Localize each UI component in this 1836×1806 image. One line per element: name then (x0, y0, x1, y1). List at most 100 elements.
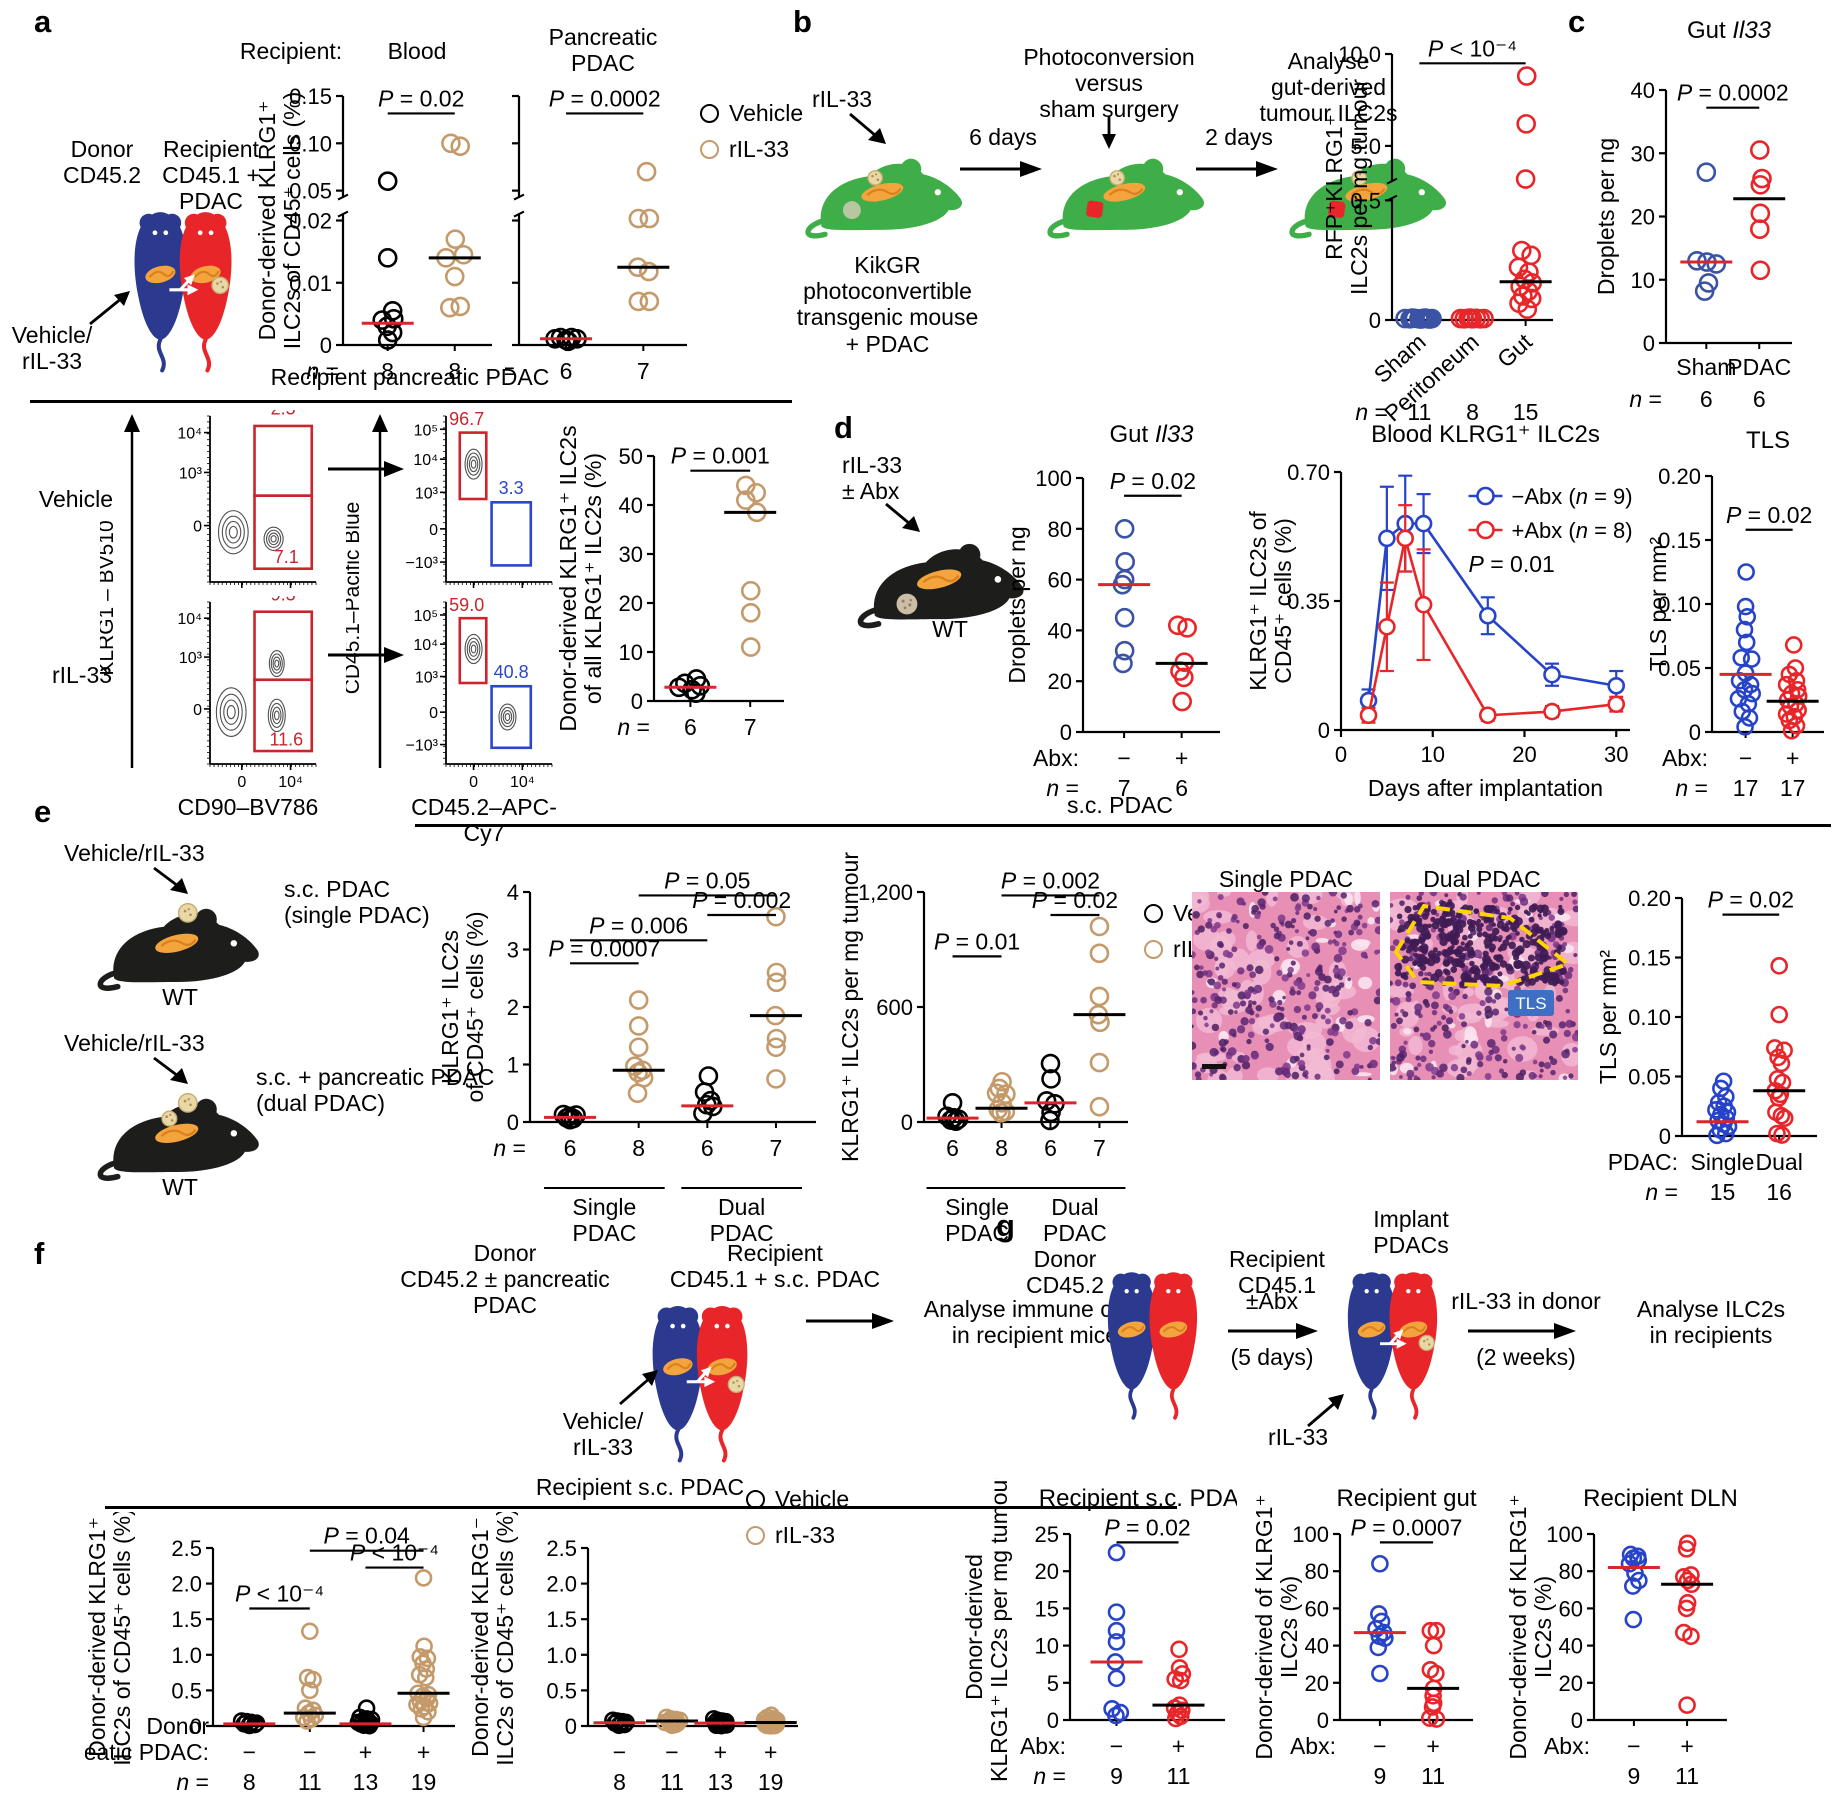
data-point (1717, 1124, 1735, 1143)
data-point (1620, 1554, 1639, 1573)
svg-text:+: + (714, 1739, 727, 1765)
data-point (1624, 1577, 1642, 1595)
scale-bar (1202, 1064, 1226, 1069)
svg-text:0: 0 (193, 702, 202, 719)
svg-text:30: 30 (619, 542, 643, 567)
svg-text:60: 60 (1305, 1596, 1329, 1621)
svg-text:0.20: 0.20 (1658, 464, 1701, 489)
data-point (416, 1668, 435, 1687)
svg-text:2.5: 2.5 (171, 1536, 202, 1561)
a-pdac-title: Pancreatic PDAC (548, 24, 658, 77)
svg-text:P < 10⁻⁴: P < 10⁻⁴ (1428, 35, 1517, 61)
svg-text:6: 6 (1753, 386, 1766, 412)
svg-text:Donor-derived KLRG1⁺: Donor-derived KLRG1⁺ (255, 101, 280, 341)
svg-text:16: 16 (1766, 1179, 1792, 1205)
data-point (1677, 1540, 1696, 1558)
svg-text:1.5: 1.5 (546, 1607, 577, 1632)
flow-ylab-left: KLRG1 – BV510 (100, 520, 118, 675)
a-bottom-rule (30, 400, 792, 403)
svg-text:P = 0.0007: P = 0.0007 (1351, 1514, 1463, 1540)
svg-text:11: 11 (660, 1769, 684, 1795)
chart-a-donor-derived: 0 10 20 30 40 50 Donor-derived KLRG1⁺ ILC2s of … (556, 412, 796, 757)
svg-text:KLRG1⁺ ILC2s: KLRG1⁺ ILC2s (438, 930, 463, 1084)
data-point (377, 330, 398, 350)
arrow-icon (849, 112, 886, 144)
svg-text:PDAC: PDAC (572, 1220, 636, 1246)
data-point (1508, 257, 1529, 278)
data-point (415, 1637, 433, 1656)
data-point (1474, 308, 1494, 329)
data-point (1737, 633, 1756, 652)
svg-text:11.6: 11.6 (269, 729, 303, 749)
svg-text:0.15: 0.15 (289, 84, 332, 109)
chart-g-recipient-gut: 0 20 40 60 80 100 Donor-derived of KLRG1⁺ ILC2s… (1252, 1478, 1487, 1804)
svg-text:KLRG1⁺ ILC2s per mg tumour: KLRG1⁺ ILC2s per mg tumour (838, 852, 863, 1162)
g1-svg: 0 5 10 15 20 25 Donor-derived KLRG1⁺ ILC2s per … (962, 1478, 1237, 1789)
data-point (766, 1069, 786, 1089)
data-point (1107, 1603, 1126, 1621)
data-point (450, 296, 471, 317)
svg-text:+: + (359, 1739, 372, 1765)
wt-mouse-abx (852, 522, 1032, 632)
svg-text:n =: n = (1675, 775, 1708, 801)
data-point (1766, 1039, 1784, 1057)
svg-text:80: 80 (1559, 1559, 1583, 1584)
svg-text:P = 0.02: P = 0.02 (1032, 887, 1118, 913)
svg-text:7: 7 (1118, 775, 1131, 801)
svg-text:0.10: 0.10 (289, 131, 332, 156)
svg-text:19: 19 (758, 1769, 784, 1795)
svg-text:80: 80 (1048, 517, 1072, 542)
svg-text:20: 20 (1631, 205, 1655, 230)
data-point (1114, 519, 1135, 539)
flow-gate (253, 424, 314, 497)
e-header-rule (415, 824, 1831, 827)
svg-text:20: 20 (1035, 1559, 1059, 1584)
data-point (712, 1716, 731, 1735)
svg-text:Recipient s.c. PDAC: Recipient s.c. PDAC (1039, 1485, 1237, 1512)
svg-text:3.3: 3.3 (499, 478, 524, 498)
svg-text:PDAC: PDAC (945, 1220, 1009, 1246)
data-point (1107, 1543, 1126, 1562)
chart-g-recipient-dln: 0 20 40 60 80 100 Donor-derived of KLRG1⁺ ILC2s… (1506, 1478, 1741, 1804)
flow_r1-svg: 10⁴ 10³ 0 0 10⁴ 9.3 11.6 (177, 596, 317, 791)
data-point (1607, 695, 1626, 714)
flow_v1-svg: 10⁴ 10³ 0 2.5 7.1 (177, 410, 317, 588)
kikgr-mouse-1 (800, 138, 970, 242)
data-point (1738, 608, 1757, 626)
svg-text:0: 0 (1318, 718, 1330, 743)
d-wt-label: WT (932, 616, 968, 642)
svg-text:11: 11 (1167, 1763, 1191, 1789)
e-vehicle1-label: Vehicle/rIL-33 (64, 840, 205, 866)
chart-f-klrg1-neg: 0 0.5 1.0 1.5 2.0 2.5 Donor-derived KLRG1⁻ ILC2… (468, 1512, 808, 1806)
svg-text:2: 2 (507, 995, 519, 1020)
svg-text:P = 0.002: P = 0.002 (1001, 867, 1100, 893)
data-point (1427, 1710, 1446, 1728)
f-vehicle-label: Vehicle/rIL-33 (562, 1408, 644, 1461)
gate-arrow-icon (328, 461, 404, 477)
svg-text:+: + (1175, 745, 1188, 771)
data-point (1682, 1627, 1700, 1646)
data-point (1737, 563, 1755, 581)
data-point (639, 261, 659, 282)
svg-text:11: 11 (1407, 399, 1431, 425)
svg-text:Sham: Sham (1676, 354, 1736, 380)
svg-text:−: − (1627, 1733, 1640, 1759)
svg-text:−10³: −10³ (406, 555, 439, 572)
svg-text:10⁵: 10⁵ (414, 422, 438, 439)
flow-gate (458, 616, 488, 685)
svg-text:13: 13 (708, 1769, 734, 1795)
data-point (663, 1716, 681, 1735)
arrow-icon (153, 1056, 188, 1084)
data-point (1478, 606, 1497, 625)
svg-text:2.0: 2.0 (171, 1572, 202, 1597)
svg-text:TLS: TLS (1746, 427, 1790, 454)
chart-e-klrg1-ilc2-pct: 0 1 2 3 4 KLRG1⁺ ILC2s of CD45⁺ cells (%) P = 0… (438, 834, 828, 1254)
data-point (1772, 1106, 1791, 1125)
svg-text:Donor: Donor (146, 1713, 209, 1739)
data-point (1107, 1706, 1125, 1725)
data-point (1516, 114, 1536, 134)
svg-text:0.05: 0.05 (1658, 656, 1701, 681)
svg-text:Donor-derived of KLRG1⁺: Donor-derived of KLRG1⁺ (1506, 1494, 1531, 1759)
svg-text:9.3: 9.3 (271, 596, 296, 604)
data-point (1740, 709, 1759, 727)
